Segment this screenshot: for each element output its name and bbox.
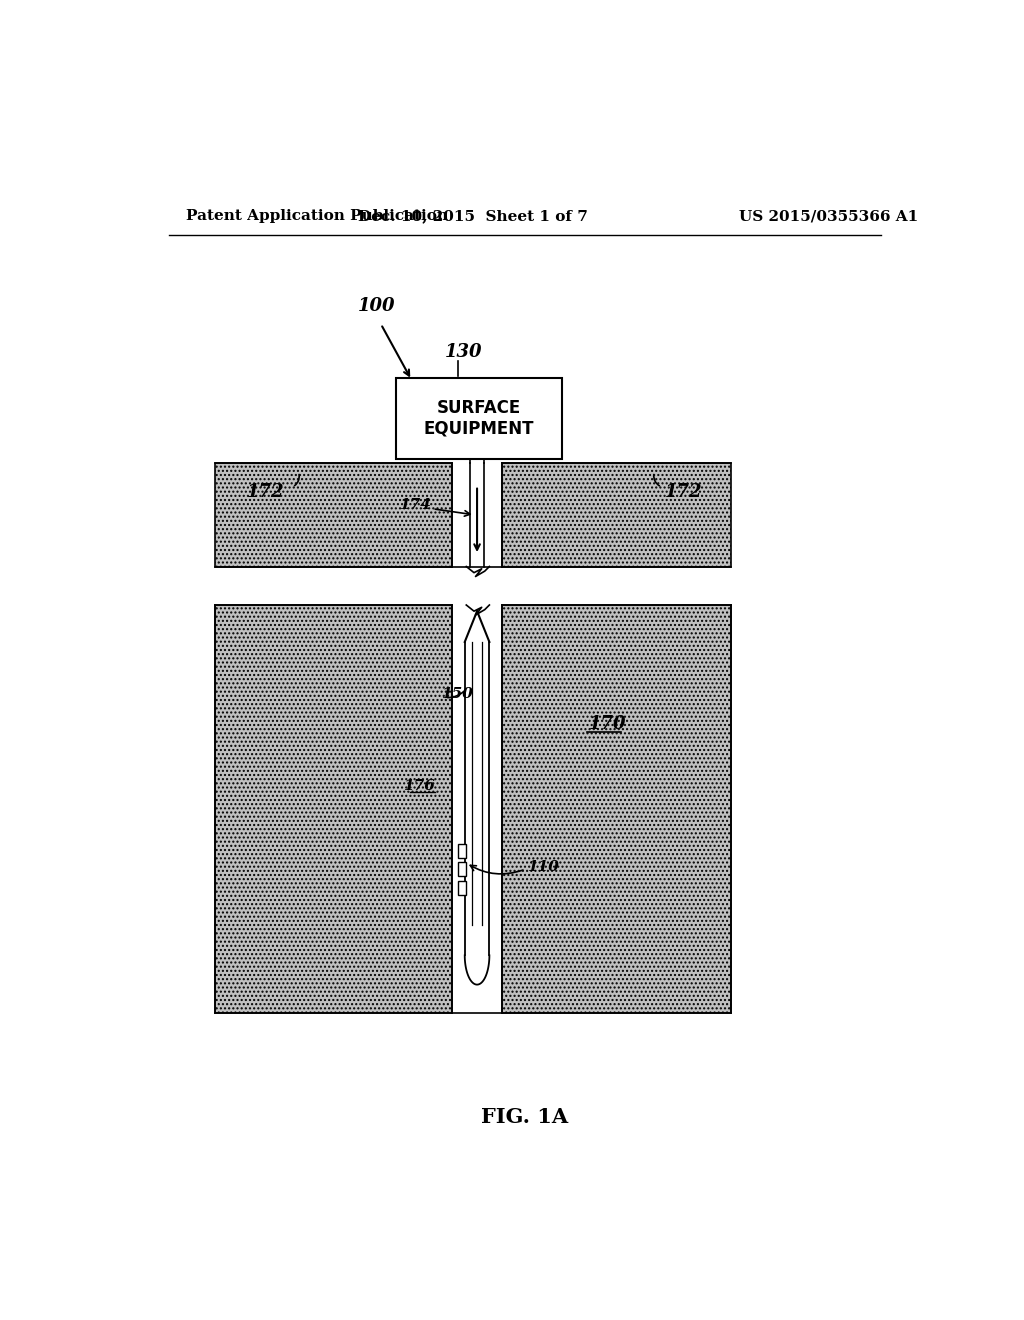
Bar	[458, 843, 466, 858]
Bar	[215, 605, 453, 1014]
Text: US 2015/0355366 A1: US 2015/0355366 A1	[739, 209, 919, 223]
Bar	[458, 862, 466, 876]
Bar	[458, 880, 466, 895]
Text: 172: 172	[665, 483, 702, 500]
Bar	[396, 378, 562, 459]
Bar	[502, 605, 731, 1014]
Text: 174: 174	[399, 498, 431, 512]
Bar	[502, 462, 731, 566]
Text: SURFACE
EQUIPMENT: SURFACE EQUIPMENT	[424, 399, 535, 438]
Text: 100: 100	[357, 297, 395, 315]
Text: FIG. 1A: FIG. 1A	[481, 1107, 568, 1127]
Text: 170: 170	[589, 715, 627, 734]
Text: Patent Application Publication: Patent Application Publication	[186, 209, 449, 223]
Text: 176: 176	[402, 779, 435, 793]
Text: 110: 110	[527, 859, 559, 874]
Text: 150: 150	[441, 686, 473, 701]
Bar	[215, 462, 453, 566]
Text: Dec. 10, 2015  Sheet 1 of 7: Dec. 10, 2015 Sheet 1 of 7	[358, 209, 588, 223]
Text: 130: 130	[444, 343, 482, 362]
Text: 172: 172	[247, 483, 284, 500]
